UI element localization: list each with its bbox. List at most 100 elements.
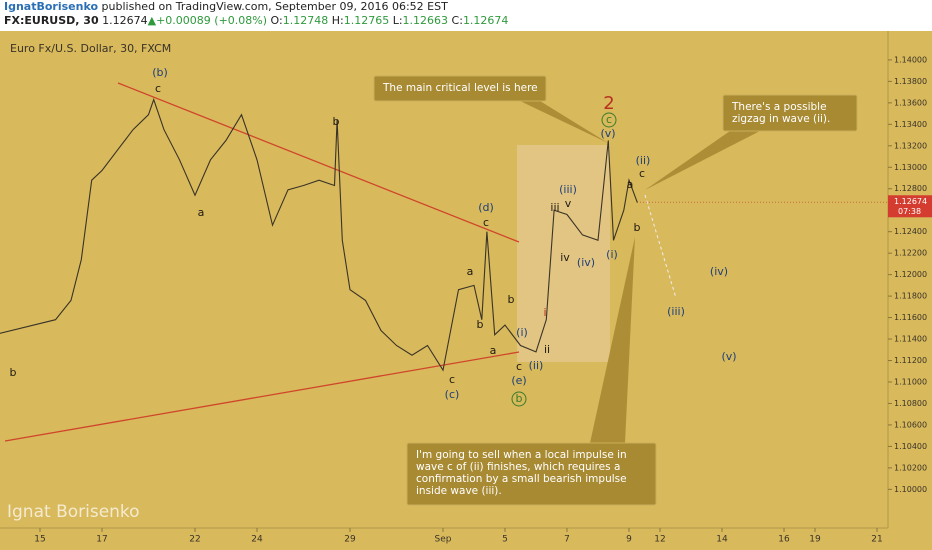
wave-label: b xyxy=(508,293,515,306)
callout-text: zigzag in wave (ii). xyxy=(732,113,830,125)
low: 1.12663 xyxy=(402,14,449,27)
c-label: C: xyxy=(451,14,463,27)
y-tick-label: 1.10800 xyxy=(894,399,927,408)
price-badge-timer: 07:38 xyxy=(898,207,921,216)
wave-label: (d) xyxy=(478,201,494,214)
wave-label: (i) xyxy=(516,326,528,339)
open: 1.12748 xyxy=(282,14,329,27)
wave-circle xyxy=(511,391,527,407)
chart: Euro Fx/U.S. Dollar, 30, FXCM Ignat Bori… xyxy=(0,31,932,550)
wave-label: v xyxy=(565,197,572,210)
y-tick-label: 1.11000 xyxy=(894,377,927,386)
wave-label: ii xyxy=(544,343,550,356)
callout-box xyxy=(373,75,547,102)
price-badge-label: 1.12674 xyxy=(894,197,927,206)
watermark: Ignat Borisenko xyxy=(7,502,140,522)
y-tick-label: 1.12200 xyxy=(894,249,927,258)
l-label: L: xyxy=(392,14,403,27)
x-tick-label: 12 xyxy=(654,535,665,545)
y-tick-label: 1.12000 xyxy=(894,270,927,279)
y-tick-label: 1.10000 xyxy=(894,485,927,494)
close: 1.12674 xyxy=(462,14,509,27)
callout-box xyxy=(722,94,858,132)
x-tick-label: 7 xyxy=(564,535,570,545)
x-tick-label: 22 xyxy=(189,535,200,545)
wave-label: c xyxy=(155,82,161,95)
y-tick-label: 1.13200 xyxy=(894,141,927,150)
wave-label: b xyxy=(516,392,523,405)
y-tick-label: 1.10400 xyxy=(894,442,927,451)
y-tick-label: 1.13600 xyxy=(894,98,927,107)
wave-label: b xyxy=(10,366,17,379)
x-tick-label: 5 xyxy=(502,535,508,545)
arrow: ▲ xyxy=(147,14,157,27)
symbol: FX:EURUSD, 30 xyxy=(4,14,99,27)
highlight-zone xyxy=(517,145,610,362)
price-badge xyxy=(888,195,932,218)
y-tick-label: 1.12400 xyxy=(894,227,927,236)
y-tick-label: 1.13800 xyxy=(894,77,927,86)
x-tick-label: 21 xyxy=(871,535,882,545)
x-tick-label: 15 xyxy=(34,535,45,545)
wave-label: (v) xyxy=(721,350,736,363)
wave-label: (iii) xyxy=(559,183,577,196)
wave-label: (iv) xyxy=(577,256,595,269)
trendline xyxy=(4,351,520,442)
published: published on TradingView.com, September … xyxy=(98,0,448,13)
wave-label: c xyxy=(639,167,645,180)
wave-label: (ii) xyxy=(529,359,544,372)
wave-label: c xyxy=(449,373,455,386)
author[interactable]: IgnatBorisenko xyxy=(4,0,99,13)
y-tick-label: 1.13000 xyxy=(894,163,927,172)
wave-label: a xyxy=(627,178,634,191)
wave-label: a xyxy=(467,265,474,278)
wave-label: (iii) xyxy=(667,305,685,318)
wave-label: b xyxy=(477,318,484,331)
price-line xyxy=(0,97,638,372)
wave-circle xyxy=(601,112,617,128)
callout-text: wave c of (ii) finishes, which requires … xyxy=(416,461,620,473)
h-label: H: xyxy=(331,14,344,27)
y-tick-label: 1.11600 xyxy=(894,313,927,322)
y-tick-label: 1.10200 xyxy=(894,463,927,472)
callout-text: There's a possible xyxy=(731,101,827,113)
subtitle: Euro Fx/U.S. Dollar, 30, FXCM xyxy=(10,42,171,55)
x-tick-label: 16 xyxy=(778,535,790,545)
y-tick-label: 1.14000 xyxy=(894,55,927,64)
callout-text: inside wave (iii). xyxy=(416,485,502,497)
change: +0.00089 (+0.08%) xyxy=(156,14,268,27)
y-tick-label: 1.10600 xyxy=(894,420,927,429)
callout-pointer xyxy=(520,101,608,143)
y-tick-label: 1.11800 xyxy=(894,292,927,301)
y-tick-label: 1.12800 xyxy=(894,184,927,193)
wave-label: c xyxy=(483,216,489,229)
wave-label: c xyxy=(606,113,612,126)
time-axis xyxy=(0,528,888,550)
wave-label: b xyxy=(333,115,340,128)
x-tick-label: 29 xyxy=(344,535,356,545)
wave-label: b xyxy=(634,221,641,234)
x-tick-label: Sep xyxy=(435,535,452,545)
header: IgnatBorisenko published on TradingView.… xyxy=(0,0,932,31)
publish-line: IgnatBorisenko published on TradingView.… xyxy=(4,0,932,14)
callout-text: The main critical level is here xyxy=(382,82,538,94)
wave-label: (iv) xyxy=(710,265,728,278)
y-tick-label: 1.11400 xyxy=(894,335,927,344)
last: 1.12674 xyxy=(102,14,148,27)
wave-label: (ii) xyxy=(636,154,651,167)
wave-label: iv xyxy=(560,251,570,264)
callout-pointer xyxy=(645,131,760,190)
wave-label: a xyxy=(490,344,497,357)
wave-label: c xyxy=(516,360,522,373)
wave-label: (i) xyxy=(606,248,618,261)
y-tick-label: 1.11200 xyxy=(894,356,927,365)
wave-label: 2 xyxy=(603,93,614,114)
x-tick-label: 17 xyxy=(96,535,107,545)
x-tick-label: 14 xyxy=(716,535,728,545)
callout-text: I'm going to sell when a local impulse i… xyxy=(416,449,627,461)
quote-line: FX:EURUSD, 30 1.12674▲+0.00089 (+0.08%) … xyxy=(4,14,932,28)
callout-box xyxy=(406,442,657,506)
x-tick-label: 9 xyxy=(626,535,632,545)
wave-label: (c) xyxy=(445,388,460,401)
